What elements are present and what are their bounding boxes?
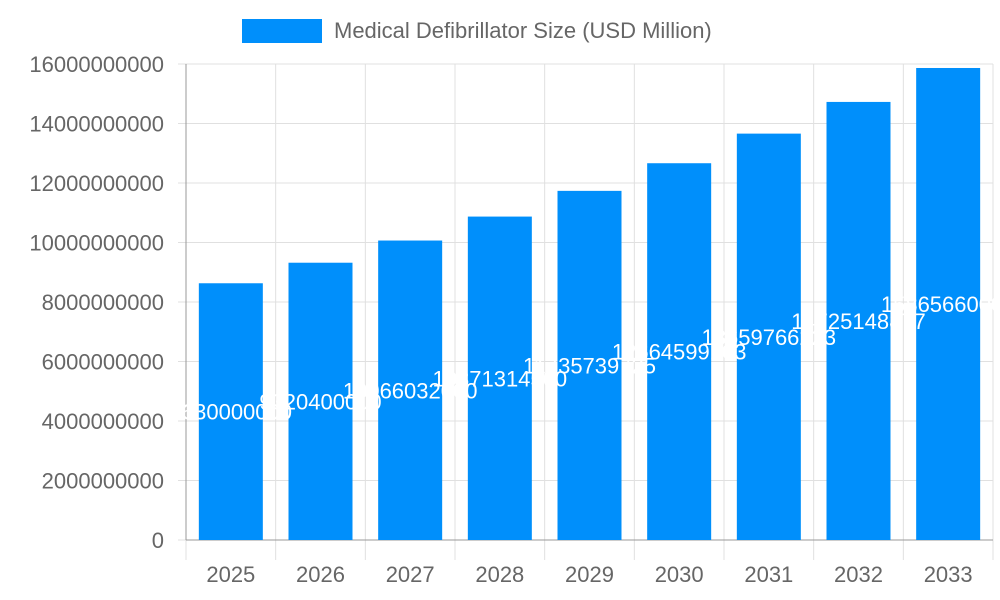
- y-tick-label: 0: [152, 528, 164, 553]
- x-tick-label: 2030: [655, 562, 704, 587]
- data-label: 8630000000: [170, 400, 292, 425]
- bar: [647, 163, 712, 540]
- legend[interactable]: Medical Defibrillator Size (USD Million): [242, 18, 712, 44]
- legend-label: Medical Defibrillator Size (USD Million): [334, 18, 712, 43]
- bar: [198, 283, 263, 540]
- data-label: 9320400000: [259, 389, 381, 414]
- bar: [826, 101, 891, 540]
- bar: [736, 133, 801, 540]
- bar: [467, 216, 532, 541]
- x-tick-label: 2026: [296, 562, 345, 587]
- y-tick-label: 12000000000: [29, 171, 164, 196]
- data-label: 12664599103: [612, 340, 747, 365]
- data-label: 11735739725: [523, 353, 656, 378]
- data-label: 15865660000: [881, 292, 1000, 317]
- bar: [288, 262, 353, 540]
- y-tick-label: 10000000000: [29, 231, 164, 256]
- data-label: 10066032000: [343, 378, 478, 403]
- data-label: 10871314560: [433, 366, 568, 391]
- x-tick-label: 2032: [834, 562, 883, 587]
- x-tick-label: 2025: [206, 562, 255, 587]
- bar: [557, 190, 622, 540]
- bar: [378, 240, 443, 540]
- x-tick-label: 2028: [475, 562, 524, 587]
- data-label: 13659766223: [702, 325, 837, 350]
- y-tick-label: 14000000000: [29, 112, 164, 137]
- x-tick-label: 2033: [924, 562, 973, 587]
- legend-swatch: [242, 19, 322, 43]
- x-tick-label: 2029: [565, 562, 614, 587]
- data-label: 14725148877: [791, 309, 926, 334]
- y-tick-label: 6000000000: [42, 350, 164, 375]
- y-tick-label: 4000000000: [42, 409, 164, 434]
- x-tick-label: 2031: [744, 562, 793, 587]
- x-tick-label: 2027: [386, 562, 435, 587]
- y-tick-label: 2000000000: [42, 469, 164, 494]
- bar: [916, 67, 981, 540]
- y-tick-label: 8000000000: [42, 290, 164, 315]
- y-tick-label: 16000000000: [29, 52, 164, 77]
